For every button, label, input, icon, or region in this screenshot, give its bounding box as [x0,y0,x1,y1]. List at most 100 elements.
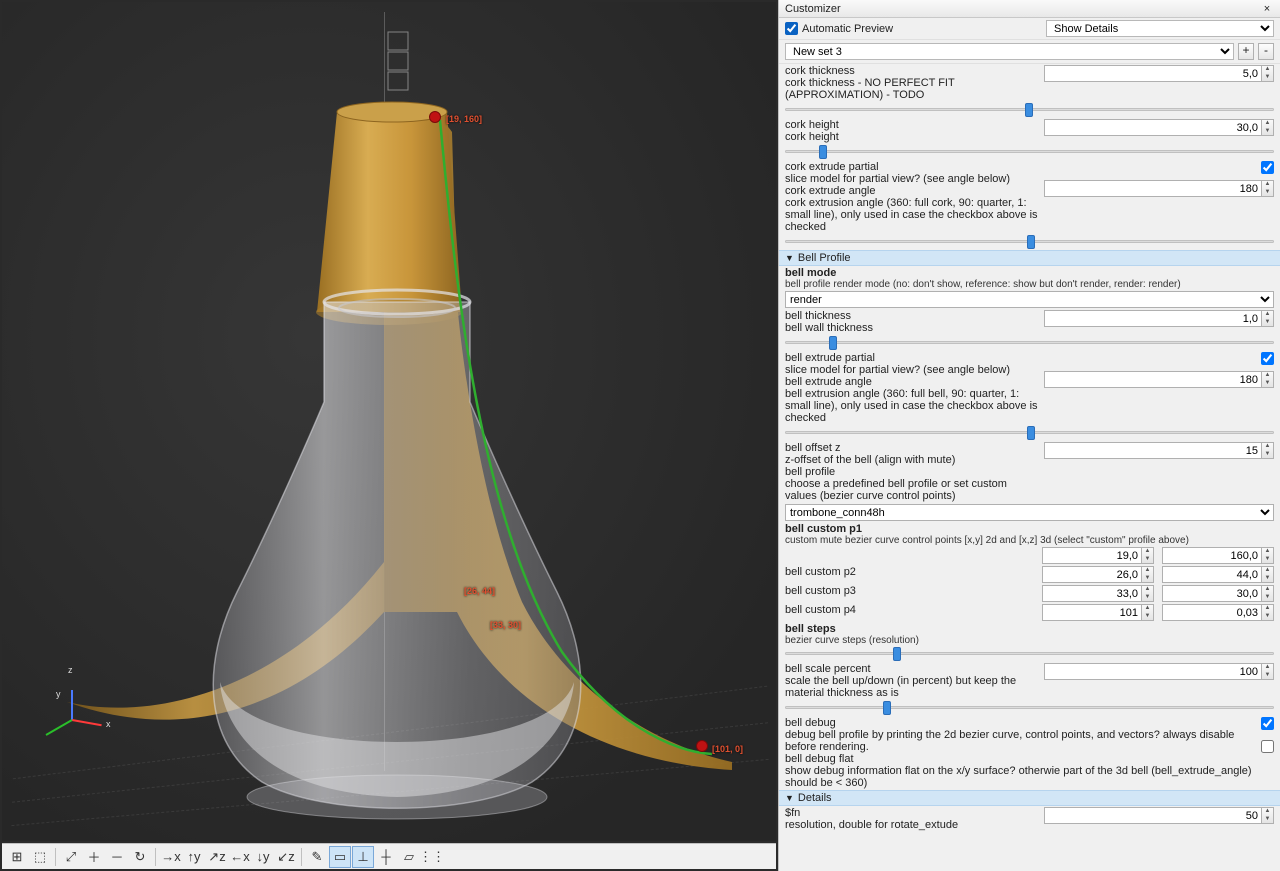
bell-debug-flat-checkbox[interactable] [1261,740,1274,753]
view-top-icon[interactable]: ↑y [183,846,205,868]
param-name: $fn [785,807,1040,819]
view-right-icon[interactable]: →x [160,846,182,868]
auto-preview-checkbox[interactable] [785,22,798,35]
param-desc: bell wall thickness [785,322,1040,334]
param-desc: show debug information flat on the x/y s… [785,765,1257,789]
param-desc: resolution, double for rotate_extude [785,819,1040,831]
section-bell-profile[interactable]: ▼Bell Profile [779,250,1280,266]
section-title: Bell Profile [798,252,851,264]
cork-height-slider[interactable] [785,144,1274,158]
wireframe-icon[interactable]: ⬚ [29,846,51,868]
bell-debug-checkbox[interactable] [1261,717,1274,730]
preset-add-button[interactable]: + [1238,43,1254,60]
cork-extrude-partial-checkbox[interactable] [1261,161,1274,174]
bell-extrude-angle-slider[interactable] [785,425,1274,439]
zoom-fit-icon[interactable]: ⤢ [60,846,82,868]
bell-mode-combo[interactable]: render [785,291,1274,308]
view-bottom-icon[interactable]: ↓y [252,846,274,868]
param-name: bell debug flat [785,753,1257,765]
bell-profile-combo[interactable]: trombone_conn48h [785,504,1274,521]
param-scroll[interactable]: cork thickness cork thickness - NO PERFE… [779,64,1280,871]
show-details-combo[interactable]: Show Details [1046,20,1274,37]
perspective-icon[interactable]: ✎ [306,846,328,868]
panel-title: Customizer [785,0,841,17]
toolbar-separator [155,848,156,866]
param-name: bell custom p1 [785,523,1274,535]
bell-p3-y-input[interactable]: ▲▼ [1162,585,1274,602]
show-scale-icon[interactable]: ⋮⋮ [421,846,443,868]
param-name: bell extrude partial [785,352,1040,364]
show-crosshair-icon[interactable]: ┼ [375,846,397,868]
param-name: bell custom p2 [785,566,1038,578]
fn-input[interactable]: ▲▼ [1044,807,1274,824]
zoom-out-icon[interactable]: － [106,846,128,868]
bell-thickness-slider[interactable] [785,335,1274,349]
cork-extrude-angle-input[interactable]: ▲▼ [1044,180,1274,197]
bell-p2-y-input[interactable]: ▲▼ [1162,566,1274,583]
panel-header: Customizer × [779,0,1280,18]
bell-p1-x-input[interactable]: ▲▼ [1042,547,1154,564]
ruler-marks [388,32,408,90]
orthogonal-icon[interactable]: ▭ [329,846,351,868]
bell-extrude-angle-input[interactable]: ▲▼ [1044,371,1274,388]
bell-p3-x-input[interactable]: ▲▼ [1042,585,1154,602]
reset-view-icon[interactable]: ↻ [129,846,151,868]
3d-viewport[interactable]: [19, 160] [26, 44] [33, 30] [101, 0] zxy… [0,0,778,871]
view-back-icon[interactable]: ↙z [275,846,297,868]
param-desc: slice model for partial view? (see angle… [785,173,1040,185]
bell-p1-y-input[interactable]: ▲▼ [1162,547,1274,564]
show-axes-icon[interactable]: ⊥ [352,846,374,868]
preset-row: New set 3 + - [779,40,1280,64]
section-details[interactable]: ▼Details [779,790,1280,806]
bell-p2-x-input[interactable]: ▲▼ [1042,566,1154,583]
bell-p4-y-input[interactable]: ▲▼ [1162,604,1274,621]
bell-steps-slider[interactable] [785,646,1274,660]
bezier-point-p1 [429,111,441,123]
auto-preview-label: Automatic Preview [802,23,893,35]
param-name: bell profile [785,466,1040,478]
cork-thickness-input[interactable]: ▲▼ [1044,65,1274,82]
cork-height-input[interactable]: ▲▼ [1044,119,1274,136]
param-desc: bell extrusion angle (360: full bell, 90… [785,388,1040,424]
view-left-icon[interactable]: ←x [229,846,251,868]
param-desc: cork thickness - NO PERFECT FIT (APPROXI… [785,77,1040,101]
axis-gizmo: zxy [62,671,122,731]
bell-thickness-input[interactable]: ▲▼ [1044,310,1274,327]
param-desc: choose a predefined bell profile or set … [785,478,1040,502]
bell-scale-percent-slider[interactable] [785,700,1274,714]
preset-combo[interactable]: New set 3 [785,43,1234,60]
param-desc: bell profile render mode (no: don't show… [785,279,1274,290]
zoom-in-icon[interactable]: ＋ [83,846,105,868]
toolbar-separator [301,848,302,866]
cork-body [317,112,462,312]
param-desc: slice model for partial view? (see angle… [785,364,1040,376]
cork-extrude-angle-slider[interactable] [785,234,1274,248]
preset-remove-button[interactable]: - [1258,43,1274,60]
param-name: cork extrude angle [785,185,1040,197]
bezier-point-p4 [696,740,708,752]
viewport-canvas[interactable]: [19, 160] [26, 44] [33, 30] [101, 0] zxy [2,2,776,841]
show-edges-icon[interactable]: ▱ [398,846,420,868]
bezier-point-p4-label: [101, 0] [712,744,743,754]
bell-extrude-partial-checkbox[interactable] [1261,352,1274,365]
bell-scale-percent-input[interactable]: ▲▼ [1044,663,1274,680]
param-name: bell scale percent [785,663,1040,675]
bell-offset-z-input[interactable]: ▲▼ [1044,442,1274,459]
bezier-point-p3-label: [33, 30] [490,620,521,630]
param-desc: debug bell profile by printing the 2d be… [785,729,1257,753]
close-icon[interactable]: × [1260,0,1274,17]
param-name: bell extrude angle [785,376,1040,388]
view-front-icon[interactable]: ↗z [206,846,228,868]
bezier-point-p1-label: [19, 160] [446,114,482,124]
param-name: bell steps [785,623,1274,635]
param-desc: cork height [785,131,1040,143]
param-name: bell mode [785,267,1274,279]
param-desc: cork extrusion angle (360: full cork, 90… [785,197,1040,233]
param-name: bell offset z [785,442,1040,454]
preview-icon[interactable]: ⊞ [6,846,28,868]
viewport-toolbar: ⊞ ⬚ ⤢ ＋ － ↻ →x ↑y ↗z ←x ↓y ↙z ✎ ▭ ⊥ ┼ ▱ … [2,843,776,869]
cork-thickness-slider[interactable] [785,102,1274,116]
bell-p4-x-input[interactable]: ▲▼ [1042,604,1154,621]
param-name: bell debug [785,717,1257,729]
param-desc: bezier curve steps (resolution) [785,635,1274,646]
